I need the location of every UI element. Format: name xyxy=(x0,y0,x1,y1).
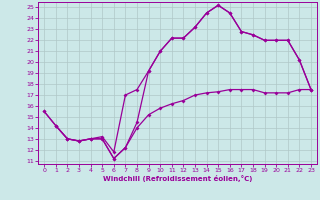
X-axis label: Windchill (Refroidissement éolien,°C): Windchill (Refroidissement éolien,°C) xyxy=(103,175,252,182)
